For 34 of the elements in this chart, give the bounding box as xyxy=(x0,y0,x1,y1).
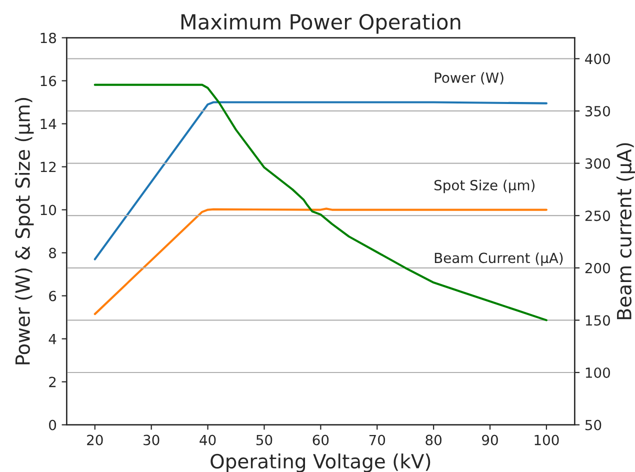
series-label: Beam Current (μA) xyxy=(434,252,563,266)
x-tick-label: 30 xyxy=(144,434,160,446)
x-tick-label: 20 xyxy=(87,434,103,446)
y-tick-label: 8 xyxy=(49,248,56,258)
y-tick-label: 16 xyxy=(40,76,56,86)
chart-title: Maximum Power Operation xyxy=(181,14,460,34)
x-tick-label: 40 xyxy=(200,434,216,446)
y-tick-label: 4 xyxy=(48,334,56,344)
y2-tick-label: 100 xyxy=(586,367,610,378)
y-tick-label: 2 xyxy=(49,376,56,388)
x-axis-title: Operating Voltage (kV) xyxy=(210,454,430,472)
x-tick-label: 60 xyxy=(312,434,329,446)
y-tick-label: 10 xyxy=(40,204,56,216)
y2-tick-label: 400 xyxy=(585,54,610,64)
x-tick-label: 50 xyxy=(256,434,272,446)
y2-tick-label: 250 xyxy=(585,210,610,222)
y-tick-label: 14 xyxy=(40,118,56,130)
y2-tick-label: 350 xyxy=(585,106,610,116)
x-tick-label: 100 xyxy=(534,434,559,446)
y2-tick-label: 50 xyxy=(585,420,602,430)
y-tick-label: 12 xyxy=(40,162,56,172)
y2-tick-label: 150 xyxy=(586,315,610,326)
y-axis-title: Power (W) & Spot Size (μm) xyxy=(14,98,34,364)
series-label: Power (W) xyxy=(434,72,504,85)
y2-tick-label: 300 xyxy=(585,158,610,169)
y2-axis-title: Beam current (μA) xyxy=(616,143,635,320)
y-tick-label: 18 xyxy=(40,32,56,44)
x-tick-label: 80 xyxy=(426,434,442,446)
x-tick-label: 90 xyxy=(482,434,498,446)
y-tick-label: 6 xyxy=(49,290,56,302)
series-label: Spot Size (μm) xyxy=(434,180,534,194)
y-tick-label: 0 xyxy=(49,420,56,430)
x-tick-label: 70 xyxy=(369,434,386,446)
y2-tick-label: 200 xyxy=(585,262,610,274)
